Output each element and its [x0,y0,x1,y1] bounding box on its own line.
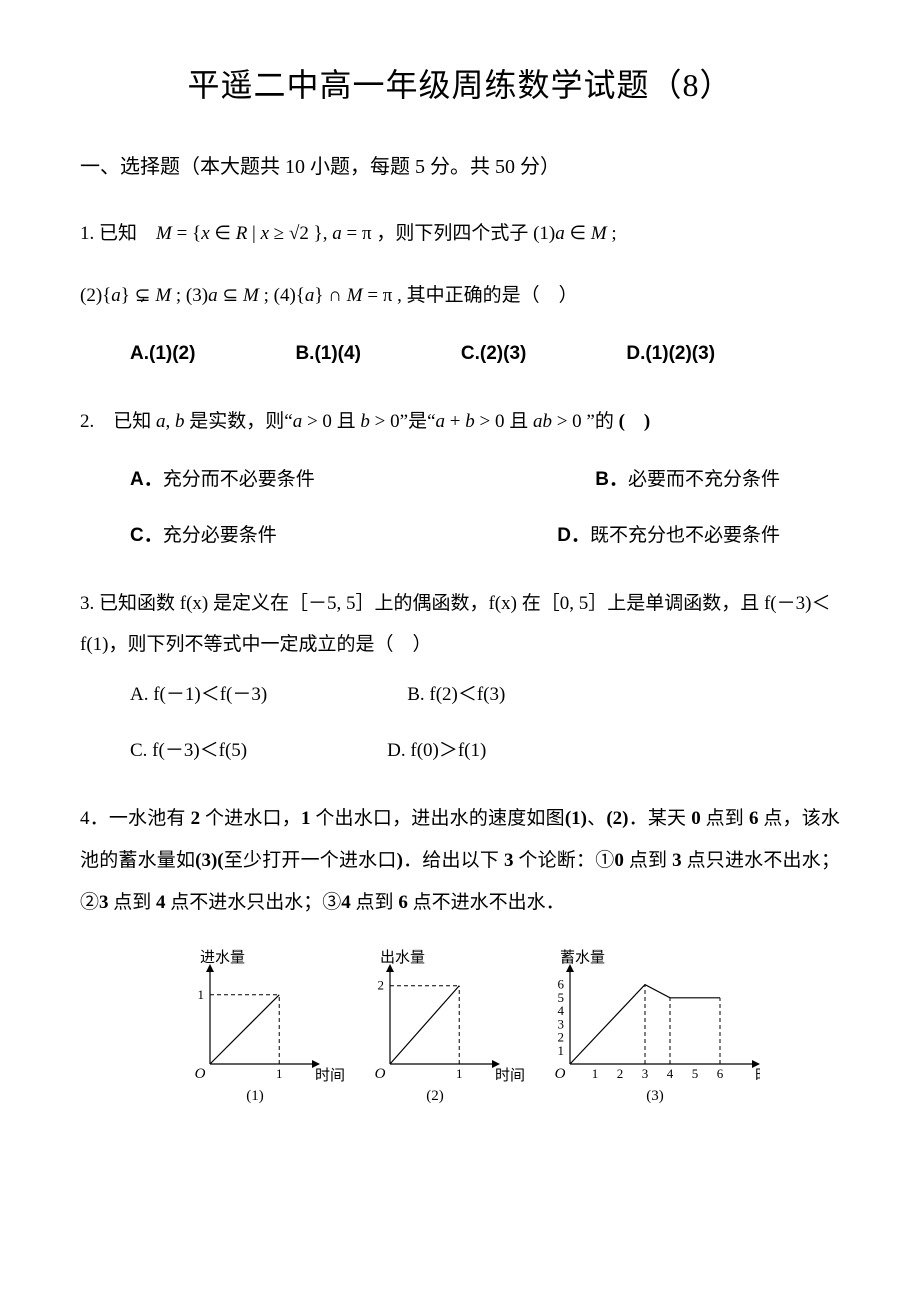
q2-opt-c: C．充分必要条件 [130,517,277,555]
svg-text:蓄水量: 蓄水量 [560,949,605,966]
q1-opt-c: C.(2)(3) [461,335,526,373]
q2-text: 2. 已知 a, b 是实数，则“a > 0 且 b > 0”是“a + b >… [80,401,840,443]
q2-opt-a: A．充分而不必要条件 [130,461,315,499]
svg-text:6: 6 [717,1066,724,1081]
svg-text:O: O [555,1066,566,1082]
q1-line2: (2){a} ⊊ M ; (3)a ⊆ M ; (4){a} ∩ M = π ,… [80,275,840,317]
svg-text:(1): (1) [246,1088,264,1104]
q2-opt-b: B．必要而不充分条件 [595,461,780,499]
question-1: 1. 已知 M = {x ∈ R | x ≥ √2 }, a = π ，则下列四… [80,213,840,373]
svg-text:2: 2 [558,1029,565,1044]
svg-text:(2): (2) [426,1088,444,1104]
q2-options-row2: C．充分必要条件 D．既不充分也不必要条件 [80,517,840,555]
svg-text:5: 5 [692,1066,699,1081]
q1-opt-a: A.(1)(2) [130,335,195,373]
q1-opt-b: B.(1)(4) [295,335,360,373]
svg-text:时间: 时间 [315,1067,345,1084]
svg-text:(3): (3) [646,1088,664,1104]
q4-text: 4．一水池有 2 个进水口，1 个出水口，进出水的速度如图(1)、(2)．某天 … [80,798,840,923]
svg-text:出水量: 出水量 [380,949,425,966]
q1-options: A.(1)(2) B.(1)(4) C.(2)(3) D.(1)(2)(3) [80,335,840,373]
question-4: 4．一水池有 2 个进水口，1 个出水口，进出水的速度如图(1)、(2)．某天 … [80,798,840,1103]
q3-options: A. f(－1)＜f(－3) B. f(2)＜f(3) C. f(－3)＜f(5… [80,676,840,770]
svg-text:1: 1 [276,1066,283,1081]
q4-charts: 进水量时间O(1)11出水量时间O(2)21蓄水量时间O(3)123456123… [160,934,760,1104]
question-2: 2. 已知 a, b 是实数，则“a > 0 且 b > 0”是“a + b >… [80,401,840,555]
q2-opt-d: D．既不充分也不必要条件 [557,517,780,555]
svg-text:3: 3 [558,1016,565,1031]
q3-opt-a: A. f(－1)＜f(－3) [130,676,267,714]
svg-text:2: 2 [378,977,385,992]
q3-opt-c: C. f(－3)＜f(5) [130,732,247,770]
svg-text:时间: 时间 [755,1067,760,1084]
page-title: 平遥二中高一年级周练数学试题（8） [80,60,840,111]
q1-opt-d: D.(1)(2)(3) [626,335,715,373]
svg-text:1: 1 [592,1066,599,1081]
q2-options-row1: A．充分而不必要条件 B．必要而不充分条件 [80,461,840,499]
section-heading: 一、选择题（本大题共 10 小题，每题 5 分。共 50 分） [80,151,840,183]
svg-text:6: 6 [558,976,565,991]
svg-text:O: O [375,1066,386,1082]
q3-text: 3. 已知函数 f(x) 是定义在［－5, 5］上的偶函数，f(x) 在［0, … [80,583,840,667]
svg-text:1: 1 [198,986,205,1001]
q3-opt-d: D. f(0)＞f(1) [387,732,486,770]
svg-text:4: 4 [667,1066,674,1081]
q3-opt-b: B. f(2)＜f(3) [407,676,505,714]
question-3: 3. 已知函数 f(x) 是定义在［－5, 5］上的偶函数，f(x) 在［0, … [80,583,840,771]
q1-line1: 1. 已知 M = {x ∈ R | x ≥ √2 }, a = π ，则下列四… [80,213,840,255]
svg-text:时间: 时间 [495,1067,525,1084]
svg-text:O: O [195,1066,206,1082]
svg-text:1: 1 [558,1042,565,1057]
svg-text:4: 4 [558,1003,565,1018]
svg-text:1: 1 [456,1066,463,1081]
svg-text:3: 3 [642,1066,649,1081]
svg-text:进水量: 进水量 [200,949,245,966]
svg-text:2: 2 [617,1066,624,1081]
svg-text:5: 5 [558,989,565,1004]
